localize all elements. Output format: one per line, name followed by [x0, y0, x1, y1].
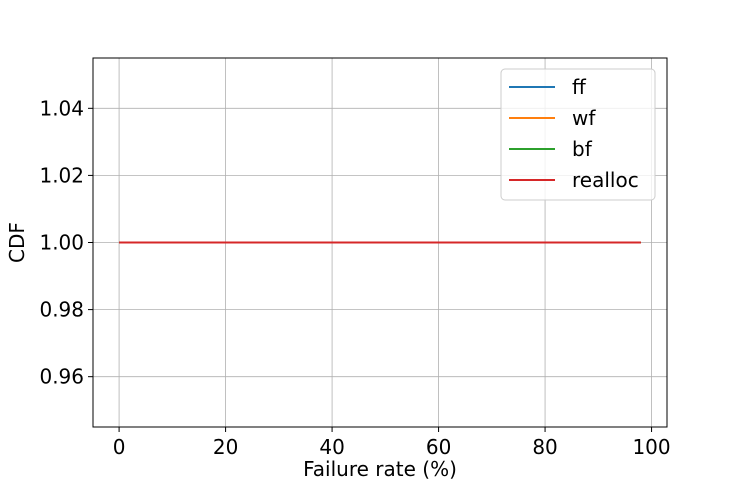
- x-tick-label: 80: [532, 435, 557, 459]
- x-tick-label: 100: [632, 435, 670, 459]
- legend-label-realloc: realloc: [572, 168, 639, 192]
- y-tick-label: 0.98: [39, 298, 84, 322]
- axis-ticks: 0 20 40 60 80 100 0.96 0.98 1.00 1.02 1.04: [39, 96, 670, 459]
- legend-label-ff: ff: [572, 75, 587, 99]
- x-axis-label: Failure rate (%): [303, 457, 457, 480]
- legend: ff wf bf realloc: [500, 68, 656, 201]
- x-tick-label: 20: [213, 435, 238, 459]
- y-tick-label: 1.04: [39, 96, 84, 120]
- x-tick-label: 40: [319, 435, 344, 459]
- legend-label-bf: bf: [572, 137, 593, 161]
- y-tick-label: 1.02: [39, 163, 84, 187]
- y-axis-label: CDF: [5, 222, 29, 263]
- legend-box: [500, 68, 656, 201]
- legend-label-wf: wf: [572, 106, 596, 130]
- x-tick-label: 60: [426, 435, 451, 459]
- y-tick-label: 1.00: [39, 231, 84, 255]
- x-tick-label: 0: [113, 435, 126, 459]
- y-tick-label: 0.96: [39, 365, 84, 389]
